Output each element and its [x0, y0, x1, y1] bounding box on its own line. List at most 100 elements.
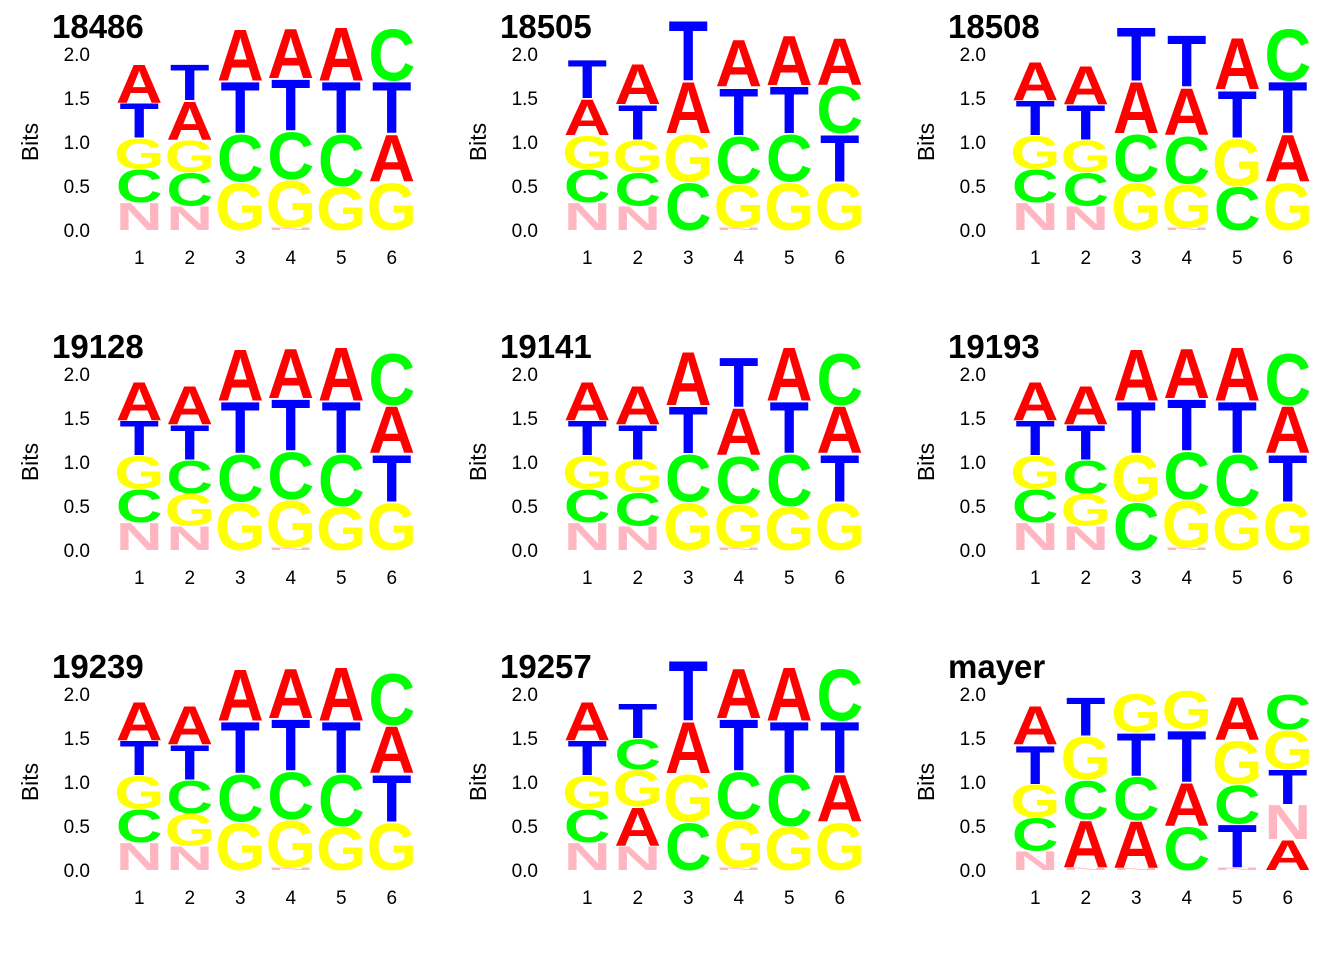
logo-letter-n: N [267, 227, 314, 231]
y-axis-label: Bits [465, 763, 491, 801]
y-tick-label: 1.0 [512, 133, 538, 154]
logo-letter-t: T [618, 96, 657, 151]
logo-letter-t: T [120, 94, 159, 149]
logo-letter-c: C [267, 758, 314, 833]
y-tick-label: 0.0 [512, 221, 538, 242]
logo-letter-a: A [1214, 22, 1261, 105]
logo-letter-a: A [1012, 370, 1059, 431]
logo-letter-t: T [170, 416, 209, 471]
logo-letter-t: T [271, 64, 310, 147]
y-tick-label: 0.0 [512, 861, 538, 882]
y-tick-label: 1.5 [960, 89, 986, 110]
logo-letter-a: A [766, 332, 813, 417]
logo-letter-g: G [714, 173, 764, 241]
logo-letter-a: A [166, 90, 213, 151]
logo-letter-n: N [1264, 796, 1311, 851]
logo-letter-g: G [215, 489, 265, 564]
logo-letter-c: C [1163, 438, 1210, 513]
logo-letter-a: A [116, 370, 163, 431]
logo-letter-n: N [715, 547, 762, 551]
logo-letter-c: C [816, 72, 863, 147]
logo-letter-c: C [766, 120, 813, 195]
x-tick-label: 1 [582, 568, 593, 589]
logo-letter-n: N [267, 867, 314, 871]
logo-letter-c: C [166, 451, 213, 503]
logo-letter-n: N [116, 836, 163, 879]
logo-letter-c: C [564, 480, 611, 532]
x-tick-label: 1 [1030, 248, 1041, 269]
y-tick-label: 2.0 [960, 45, 986, 66]
logo-letter-t: T [1117, 12, 1156, 97]
logo-letter-a: A [368, 712, 415, 787]
logo-letter-a: A [564, 370, 611, 431]
logo-letter-t: T [1016, 734, 1055, 795]
logo-letter-a: A [1012, 695, 1059, 756]
logo-letter-a: A [368, 120, 415, 195]
logo-letter-t: T [770, 706, 809, 789]
y-tick-label: 0.0 [64, 861, 90, 882]
logo-letter-n: N [166, 839, 213, 877]
logo-panel: Bits 0.0 0.5 1.0 1.5 2.0 1 2 3 4 5 6 N C G T A N C G T A G C T A N… [448, 320, 896, 640]
logo-letter-c: C [1264, 686, 1311, 741]
logo-letter-g: G [1162, 680, 1212, 741]
y-tick-label: 2.0 [64, 365, 90, 386]
x-tick-label: 6 [1282, 248, 1293, 269]
y-tick-label: 1.0 [960, 773, 986, 794]
logo-letter-n: N [614, 199, 661, 237]
logo-letter-g: G [1010, 446, 1060, 498]
logo-letter-a: A [715, 394, 762, 469]
logo-letter-g: G [613, 451, 663, 501]
logo-letter-g: G [114, 446, 164, 498]
logo-letter-g: G [316, 816, 366, 884]
logo-letter-c: C [116, 160, 163, 212]
logo-letter-g: G [1010, 126, 1060, 178]
logo-letter-t: T [568, 48, 607, 109]
logo-letter-c: C [614, 163, 661, 215]
x-tick-label: 2 [1080, 248, 1091, 269]
x-tick-label: 3 [683, 888, 694, 909]
x-tick-label: 3 [1131, 248, 1142, 269]
panel-title: 18505 [500, 8, 592, 45]
logo-letter-n: N [267, 547, 314, 551]
logo-letter-a: A [614, 375, 661, 436]
logo-letter-n: N [1062, 867, 1109, 871]
logo-letter-n: N [166, 519, 213, 557]
logo-letter-a: A [1012, 50, 1059, 111]
x-tick-label: 1 [582, 888, 593, 909]
y-tick-label: 0.0 [64, 221, 90, 242]
y-tick-label: 1.0 [512, 453, 538, 474]
logo-letter-c: C [766, 759, 813, 842]
y-axis-label: Bits [17, 443, 43, 481]
logo-letter-g: G [1263, 489, 1313, 564]
logo-letter-g: G [663, 489, 713, 564]
x-tick-label: 3 [235, 568, 246, 589]
y-tick-label: 2.0 [960, 685, 986, 706]
x-tick-label: 6 [386, 888, 397, 909]
logo-letter-t: T [719, 704, 758, 787]
x-tick-label: 2 [632, 888, 643, 909]
logo-letter-a: A [1113, 334, 1160, 417]
logo-letter-a: A [267, 335, 314, 413]
y-tick-label: 0.0 [960, 221, 986, 242]
logo-panel: Bits 0.0 0.5 1.0 1.5 2.0 1 2 3 4 5 6 N C G A T N C G T A C G A T N… [448, 0, 896, 320]
x-tick-label: 1 [1030, 888, 1041, 909]
logo-letter-a: A [715, 655, 762, 733]
logo-letter-g: G [764, 496, 814, 564]
logo-letter-g: G [714, 493, 764, 561]
logo-letter-t: T [1117, 721, 1156, 789]
logo-letter-t: T [170, 54, 209, 111]
logo-letter-g: G [764, 816, 814, 884]
logo-letter-g: G [367, 169, 417, 244]
logo-letter-c: C [665, 169, 712, 244]
logo-letter-c: C [1113, 765, 1160, 833]
logo-letter-n: N [1012, 846, 1059, 876]
logo-letter-a: A [217, 654, 264, 737]
logo-letter-t: T [1218, 386, 1257, 469]
logo-letter-a: A [166, 375, 213, 436]
logo-letter-n: N [614, 839, 661, 877]
logo-letter-a: A [267, 655, 314, 733]
logo-letter-g: G [114, 129, 164, 177]
